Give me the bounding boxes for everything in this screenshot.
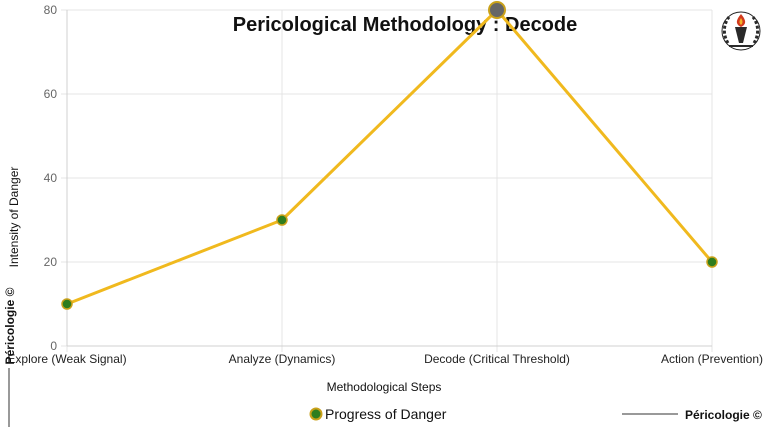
y-tick-label: 40 xyxy=(44,171,58,185)
legend: Progress of Danger xyxy=(309,406,447,422)
data-points xyxy=(61,1,718,310)
x-tick-labels: Explore (Weak Signal) Analyze (Dynamics) D… xyxy=(7,352,763,366)
data-point[interactable] xyxy=(488,1,506,19)
chart-title: Pericological Methodology : Decode xyxy=(233,14,578,36)
side-watermark: Péricologie © xyxy=(3,287,17,427)
torch-laurel-logo-icon xyxy=(721,11,761,51)
legend-label: Progress of Danger xyxy=(325,406,447,422)
x-tick-label: Decode (Critical Threshold) xyxy=(424,352,570,366)
y-tick-label: 60 xyxy=(44,87,58,101)
x-tick-label: Action (Prevention) xyxy=(661,352,763,366)
legend-marker xyxy=(309,407,323,421)
corner-watermark: Péricologie © xyxy=(622,408,762,422)
y-tick-label: 20 xyxy=(44,255,58,269)
y-tick-labels: 0 20 40 60 80 xyxy=(44,3,58,353)
side-watermark-text: Péricologie © xyxy=(3,287,17,364)
x-tick-label: Analyze (Dynamics) xyxy=(229,352,336,366)
data-point[interactable] xyxy=(61,298,73,310)
data-point[interactable] xyxy=(276,214,288,226)
y-tick-label: 0 xyxy=(50,339,57,353)
x-tick-label: Explore (Weak Signal) xyxy=(7,352,126,366)
y-tick-label: 80 xyxy=(44,3,58,17)
data-point[interactable] xyxy=(706,256,718,268)
grid xyxy=(61,9,713,352)
corner-watermark-text: Péricologie © xyxy=(685,408,762,422)
x-axis-title: Methodological Steps xyxy=(327,380,442,394)
series-line xyxy=(66,8,714,306)
y-axis-title: Intensity of Danger xyxy=(7,167,21,268)
